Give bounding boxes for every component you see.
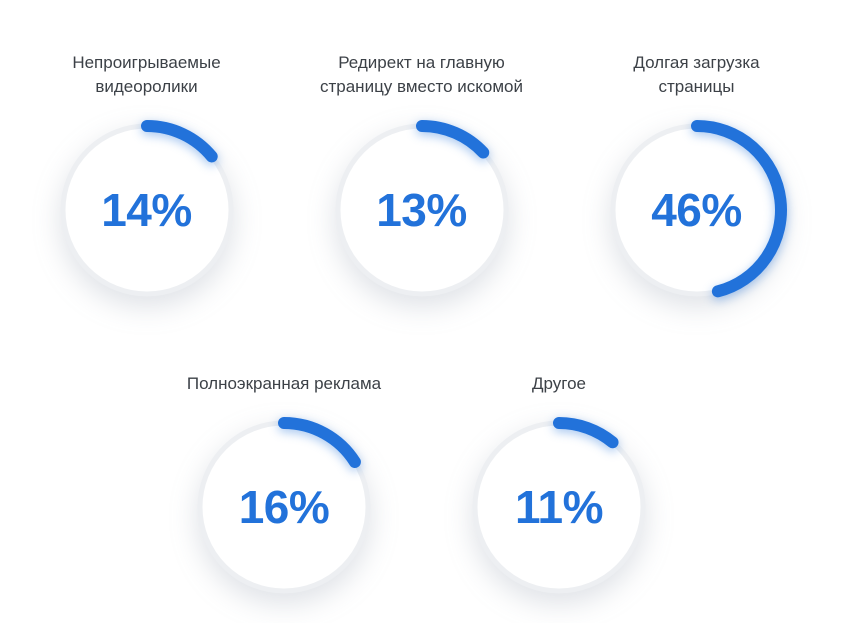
donut-gauge: 46% [602,115,792,305]
donut-progress-arc [140,120,218,163]
donut-gauge: 13% [327,115,517,305]
chart-label: Полноэкранная реклама [186,374,382,394]
chart-label: Редирект на главную страницу вместо иско… [319,52,523,97]
donut-progress-arc [278,417,361,468]
chart-percentage: 13% [376,184,467,236]
donut-svg [197,417,371,594]
donut-chart: Другое 11% [422,347,697,602]
donut-chart: Долгая загрузка страницы 46% [559,50,834,305]
charts-row-top: Непроигрываемые видеоролики 14% Редирект… [0,50,843,305]
donut-svg [60,120,233,297]
donut-gauge: 14% [52,115,242,305]
donut-svg [472,417,646,594]
donut-chart: Полноэкранная реклама 16% [147,347,422,602]
donut-progress-arc [553,417,619,449]
chart-percentage: 14% [101,184,192,236]
chart-label: Непроигрываемые видеоролики [72,52,221,97]
chart-percentage: 46% [651,184,742,236]
donut-gauge: 16% [189,412,379,602]
charts-row-bottom: Полноэкранная реклама 16% Другое 11% [0,347,843,602]
chart-label: Долгая загрузка страницы [633,52,760,97]
donut-progress-arc [690,120,787,298]
chart-percentage: 11% [514,481,604,533]
chart-percentage: 16% [238,481,330,533]
donut-svg [335,120,508,297]
donut-gauge: 11% [464,412,654,602]
chart-label: Другое [531,374,586,394]
donut-chart: Редирект на главную страницу вместо иско… [284,50,559,305]
donut-chart: Непроигрываемые видеоролики 14% [9,50,284,305]
donut-progress-arc [415,120,489,159]
donut-svg [610,120,787,298]
